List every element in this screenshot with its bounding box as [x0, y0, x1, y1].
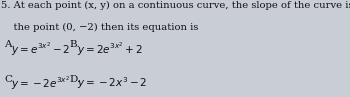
Text: 5. At each point (x, y) on a continuous curve, the slope of the curve is 6xy.  I: 5. At each point (x, y) on a continuous … [1, 1, 350, 10]
Text: the point (0, −2) then its equation is: the point (0, −2) then its equation is [1, 23, 198, 32]
Text: D.: D. [70, 75, 80, 84]
Text: $y = -2x^3 - 2$: $y = -2x^3 - 2$ [77, 75, 147, 91]
Text: $y = 2e^{3x^2} + 2$: $y = 2e^{3x^2} + 2$ [77, 40, 143, 58]
Text: $y = e^{3x^2} - 2$: $y = e^{3x^2} - 2$ [11, 40, 71, 58]
Text: C.: C. [4, 75, 15, 84]
Text: $y = -2e^{3x^2}$: $y = -2e^{3x^2}$ [11, 75, 71, 92]
Text: A.: A. [4, 40, 15, 49]
Text: B.: B. [70, 40, 80, 49]
